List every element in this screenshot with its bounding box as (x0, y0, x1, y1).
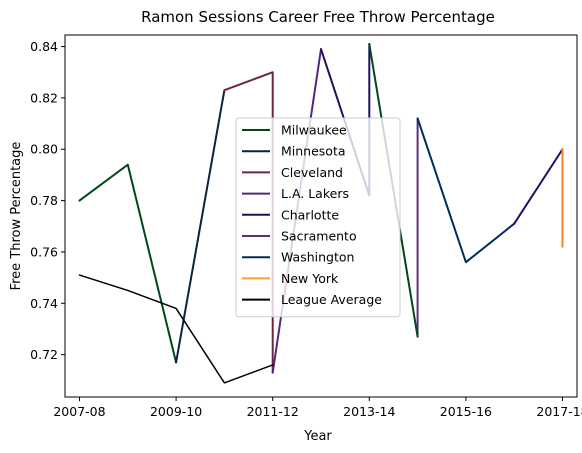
y-axis-label: Free Throw Percentage (9, 142, 24, 291)
y-tick-label: 0.78 (30, 193, 58, 208)
series-line-milwaukee-0 (78, 163, 178, 364)
legend-label: League Average (281, 292, 382, 307)
y-tick-label: 0.84 (30, 39, 58, 54)
plot-frame (64, 34, 578, 398)
legend-label: New York (281, 271, 339, 286)
legend-box (235, 117, 401, 318)
x-tick-label: 2013-14 (343, 404, 395, 419)
x-tick-label: 2009-10 (150, 404, 202, 419)
legend-label: L.A. Lakers (281, 186, 349, 201)
series-line-minnesota-1 (175, 89, 226, 364)
chart-title: Ramon Sessions Career Free Throw Percent… (141, 8, 495, 26)
y-tick-label: 0.82 (30, 90, 58, 105)
axes (64, 34, 578, 398)
legend-label: Milwaukee (281, 123, 347, 138)
x-tick-label: 2015-16 (440, 404, 492, 419)
series-line-charlotte-7 (513, 148, 564, 225)
y-axis-ticks: 0.72 0.74 0.76 0.78 0.80 0.82 0.84 (30, 39, 65, 362)
legend: Milwaukee Minnesota Cleveland L.A. Lakers Ch… (235, 117, 401, 318)
x-axis-ticks: 2007-08 2009-10 2011-12 2013-14 2015-16 2017-… (53, 397, 582, 419)
legend-label: Sacramento (281, 229, 357, 244)
series-line-washington-6 (416, 117, 516, 264)
y-tick-label: 0.80 (30, 142, 58, 157)
legend-label: Charlotte (281, 207, 339, 222)
x-tick-label: 2017-18 (536, 404, 582, 419)
y-tick-label: 0.74 (30, 296, 58, 311)
x-axis-label: Year (303, 429, 332, 444)
legend-label: Minnesota (281, 144, 346, 159)
y-tick-label: 0.76 (30, 244, 58, 259)
x-tick-label: 2011-12 (247, 404, 299, 419)
legend-label: Cleveland (281, 165, 343, 180)
x-tick-label: 2007-08 (53, 404, 105, 419)
y-tick-label: 0.72 (30, 347, 58, 362)
legend-label: Washington (281, 250, 354, 265)
series-line-league-average-10 (78, 274, 274, 384)
